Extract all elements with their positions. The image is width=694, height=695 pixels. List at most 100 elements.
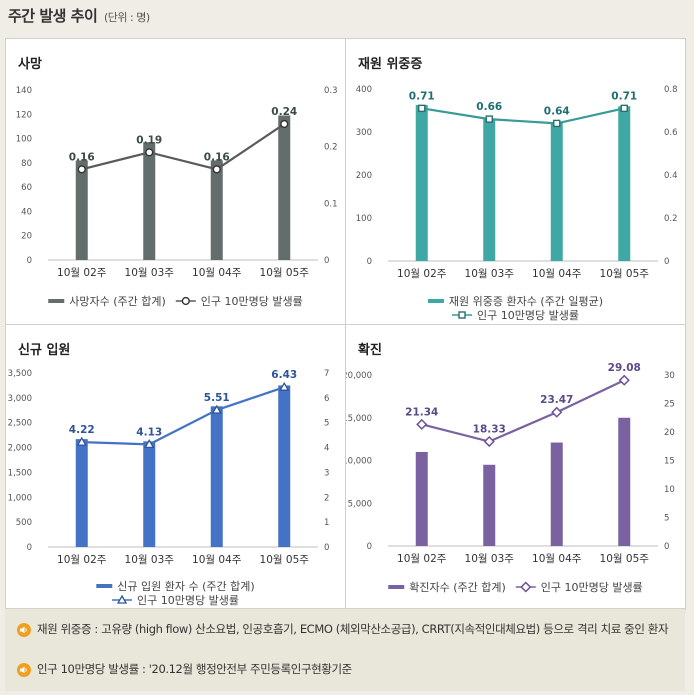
- rate-point: [551, 406, 563, 418]
- x-tick-label: 10월 03주: [125, 554, 175, 566]
- rate-point: [279, 381, 290, 391]
- x-tick-label: 10월 05주: [600, 268, 650, 280]
- bar: [483, 464, 496, 546]
- rate-line: [81, 386, 285, 446]
- rate-point: [144, 439, 155, 448]
- bar: [483, 119, 496, 261]
- legend-label-bar: 사망자수 (주간 합계): [69, 295, 166, 308]
- y-tick-label-right: 2: [324, 493, 329, 503]
- footnote: 재원 위중증 : 고유량 (high flow) 산소요법, 인공호흡기, EC…: [17, 622, 677, 637]
- admissions-chart: 0 500 1,000 1,500 2,000 2,500 3,000 3,500 0 1 2 3 4 5…: [8, 369, 330, 607]
- y-tick-label-right: 7: [324, 369, 329, 379]
- y-tick-label-left: 1,000: [8, 493, 32, 503]
- bar: [278, 115, 291, 260]
- bar: [415, 451, 428, 546]
- legend-label-line: 인구 10만명당 발생률: [541, 581, 643, 594]
- x-tick-label: 10월 05주: [260, 554, 310, 566]
- data-label: 0.66: [476, 101, 502, 113]
- y-tick-label-left: 80: [21, 159, 32, 169]
- legend-swatch-bar: [388, 585, 405, 589]
- footnote: 인구 10만명당 발생률 : '20.12월 행정안전부 주민등록인구현황기준: [17, 662, 677, 677]
- y-tick-label-right: 0: [664, 542, 669, 552]
- chart-title: 확진: [358, 343, 382, 358]
- data-label: 29.08: [608, 362, 641, 374]
- y-tick-label-left: 0: [367, 542, 372, 552]
- bar: [210, 160, 223, 260]
- y-tick-label-left: 300: [356, 128, 372, 138]
- page-title: 주간 발생 추이 (단위 : 명): [8, 5, 150, 26]
- legend-swatch-bar: [48, 299, 65, 303]
- y-tick-label-left: 500: [16, 518, 32, 528]
- chart-panel-deaths: 사망 0 20 40 60 80 100 120 140 0 0.1 0.2 0.3 10월 02주 10…: [5, 38, 346, 325]
- rate-point: [483, 435, 495, 448]
- y-tick-label-right: 10: [664, 485, 675, 495]
- y-tick-label-right: 0.2: [324, 143, 338, 153]
- x-tick-label: 10월 03주: [465, 553, 515, 565]
- y-tick-label-right: 0: [664, 257, 669, 267]
- y-tick-label-right: 0: [324, 256, 329, 266]
- x-tick-label: 10월 04주: [192, 554, 242, 566]
- rate-point: [553, 119, 561, 128]
- y-tick-label-left: 0: [367, 257, 372, 267]
- x-tick-label: 10월 02주: [397, 553, 447, 565]
- data-label: 4.22: [69, 424, 95, 436]
- page-title-unit: (단위 : 명): [103, 11, 150, 24]
- y-tick-label-right: 4: [324, 444, 329, 454]
- y-tick-label-right: 15: [664, 457, 675, 467]
- y-tick-label-right: 0.8: [664, 85, 678, 95]
- bar: [550, 122, 563, 261]
- data-label: 0.19: [136, 134, 162, 146]
- y-tick-label-left: 60: [21, 183, 32, 193]
- rate-point: [418, 104, 426, 113]
- rate-line: [421, 107, 625, 125]
- footnote-text: 재원 위중증 : 고유량 (high flow) 산소요법, 인공호흡기, EC…: [37, 622, 669, 636]
- rate-point: [212, 165, 221, 174]
- y-tick-label-right: 5: [324, 419, 329, 429]
- legend-marker: [458, 311, 466, 319]
- y-tick-label-right: 0.2: [664, 214, 678, 224]
- y-tick-label-left: 0: [27, 256, 32, 266]
- y-tick-label-left: 140: [16, 86, 32, 96]
- y-tick-label-left: 100: [356, 214, 372, 224]
- data-label: 0.71: [611, 90, 637, 102]
- legend-swatch-bar: [427, 299, 444, 303]
- y-tick-label-left: 40: [21, 207, 32, 217]
- speaker-icon: [17, 663, 31, 677]
- y-tick-label-left: 20,000: [346, 371, 372, 381]
- y-tick-label-left: 100: [16, 135, 32, 145]
- rate-point: [280, 119, 289, 129]
- bar: [618, 106, 631, 261]
- data-label: 21.34: [405, 406, 438, 418]
- legend-label-line: 인구 10만명당 발생률: [201, 295, 303, 308]
- bar: [618, 417, 631, 546]
- legend-label-bar: 확진자수 (주간 합계): [409, 581, 506, 594]
- legend-marker: [116, 594, 128, 604]
- data-label: 23.47: [540, 394, 573, 406]
- data-label: 5.51: [204, 392, 230, 404]
- y-tick-label-right: 0: [324, 543, 329, 553]
- data-label: 0.64: [544, 105, 570, 117]
- bar: [75, 160, 88, 260]
- legend-label-line: 인구 10만명당 발생률: [137, 594, 239, 607]
- bar: [278, 385, 291, 547]
- x-tick-label: 10월 04주: [192, 267, 242, 279]
- page-title-text: 주간 발생 추이: [8, 7, 98, 25]
- chart-title: 신규 입원: [18, 343, 71, 358]
- y-tick-label-left: 400: [356, 85, 372, 95]
- rate-point: [76, 436, 87, 446]
- y-tick-label-right: 6: [324, 394, 329, 404]
- chart-title: 재원 위중증: [358, 57, 423, 72]
- y-tick-label-right: 0.1: [324, 199, 338, 209]
- data-label: 0.16: [204, 151, 230, 163]
- rate-point: [77, 165, 86, 174]
- rate-point: [485, 115, 493, 123]
- deaths-chart: 0 20 40 60 80 100 120 140 0 0.1 0.2 0.3 10월 02주 10월 0…: [16, 86, 338, 308]
- y-tick-label-left: 3,000: [8, 394, 32, 404]
- y-tick-label-left: 10,000: [346, 457, 372, 467]
- y-tick-label-left: 1,500: [8, 468, 32, 478]
- rate-point: [145, 148, 154, 157]
- data-label: 4.13: [136, 426, 162, 438]
- y-tick-label-right: 0.6: [664, 128, 678, 138]
- y-tick-label-left: 2,500: [8, 419, 32, 429]
- x-tick-label: 10월 03주: [465, 268, 515, 280]
